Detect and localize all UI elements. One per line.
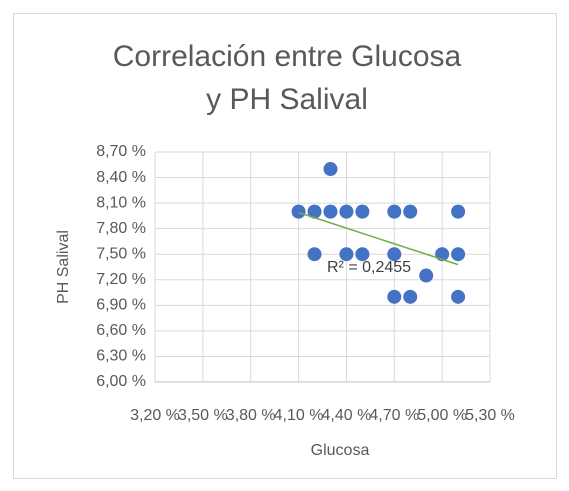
x-tick-label: 3,20 % xyxy=(130,407,180,424)
y-tick-label: 6,30 % xyxy=(96,348,146,365)
point xyxy=(451,289,466,304)
point xyxy=(387,204,402,219)
point xyxy=(339,204,354,219)
chart-title: Correlación entre Glucosa xyxy=(113,40,462,73)
annotation: R² = 0,2455 xyxy=(327,259,411,276)
chart-border xyxy=(13,13,557,479)
x-tick-label: 3,80 % xyxy=(226,407,276,424)
x-axis-label: Glucosa xyxy=(311,442,370,459)
point xyxy=(403,289,418,304)
y-tick-label: 7,20 % xyxy=(96,271,146,288)
y-tick-label: 8,10 % xyxy=(96,194,146,211)
chart-title: y PH Salival xyxy=(206,83,368,116)
point xyxy=(307,204,322,219)
y-tick-label: 6,90 % xyxy=(96,297,146,314)
y-tick-label: 7,80 % xyxy=(96,220,146,237)
y-tick-label: 7,50 % xyxy=(96,245,146,262)
point xyxy=(403,204,418,219)
point xyxy=(387,247,402,262)
trendline xyxy=(298,211,459,266)
point xyxy=(291,204,306,219)
x-tick-label: 5,00 % xyxy=(417,407,467,424)
point xyxy=(387,289,402,304)
y-tick-label: 8,40 % xyxy=(96,169,146,186)
x-tick-label: 4,70 % xyxy=(369,407,419,424)
point xyxy=(323,204,338,219)
point xyxy=(451,247,466,262)
point xyxy=(307,247,322,262)
y-tick-label: 6,60 % xyxy=(96,322,146,339)
x-tick-label: 3,50 % xyxy=(178,407,228,424)
point xyxy=(451,204,466,219)
y-tick-label: 8,70 % xyxy=(96,143,146,160)
point xyxy=(419,268,434,283)
x-tick-label: 4,10 % xyxy=(274,407,324,424)
x-tick-label: 5,30 % xyxy=(465,407,515,424)
point xyxy=(339,247,354,262)
point xyxy=(323,162,338,177)
y-axis-label: PH Salival xyxy=(55,230,72,304)
x-tick-label: 4,40 % xyxy=(322,407,372,424)
point xyxy=(355,247,370,262)
y-tick-label: 6,00 % xyxy=(96,373,146,390)
point xyxy=(355,204,370,219)
